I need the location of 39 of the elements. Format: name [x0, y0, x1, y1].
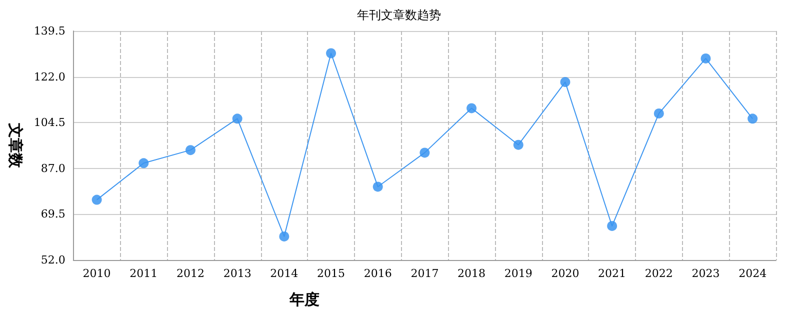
x-tick-label: 2014 — [270, 267, 298, 280]
point — [420, 148, 430, 158]
x-tick-label: 2020 — [551, 267, 580, 280]
x-tick-label: 2018 — [458, 267, 486, 280]
point — [326, 48, 336, 58]
point — [92, 194, 102, 205]
y-tick-label: 139.5 — [34, 24, 66, 38]
x-tick-label: 2024 — [738, 267, 767, 280]
point — [700, 53, 711, 64]
y-axis-title: 文章数 — [6, 122, 24, 169]
y-tick-label: 52.0 — [40, 254, 66, 266]
point — [513, 140, 524, 150]
y-tick-label: 69.5 — [40, 208, 66, 221]
point — [654, 108, 664, 118]
x-tick-label: 2011 — [130, 267, 158, 280]
x-tick-label: 2013 — [223, 267, 252, 280]
point — [279, 231, 290, 242]
point — [232, 114, 242, 124]
point — [748, 114, 758, 124]
point — [372, 182, 383, 192]
y-tick-label: 122.0 — [34, 70, 66, 84]
y-tick-label: 87.0 — [40, 162, 66, 175]
x-tick-label: 2010 — [82, 267, 111, 280]
chart-title: 年刊文章数趋势 — [357, 8, 441, 22]
x-tick-label: 2015 — [317, 267, 346, 280]
x-tick-label: 2012 — [176, 267, 204, 280]
point — [186, 145, 196, 156]
x-axis-title: 年度 — [288, 290, 320, 308]
point — [607, 220, 618, 231]
x-tick-label: 2023 — [692, 267, 720, 280]
point — [560, 77, 570, 88]
x-tick-label: 2017 — [410, 267, 439, 280]
point — [138, 158, 149, 168]
x-tick-label: 2022 — [644, 267, 673, 280]
point — [466, 103, 477, 114]
x-tick-label: 2019 — [504, 267, 532, 280]
y-tick-label: 104.5 — [34, 116, 66, 130]
x-tick-label: 2021 — [598, 267, 626, 280]
x-tick-label: 2016 — [364, 267, 392, 280]
